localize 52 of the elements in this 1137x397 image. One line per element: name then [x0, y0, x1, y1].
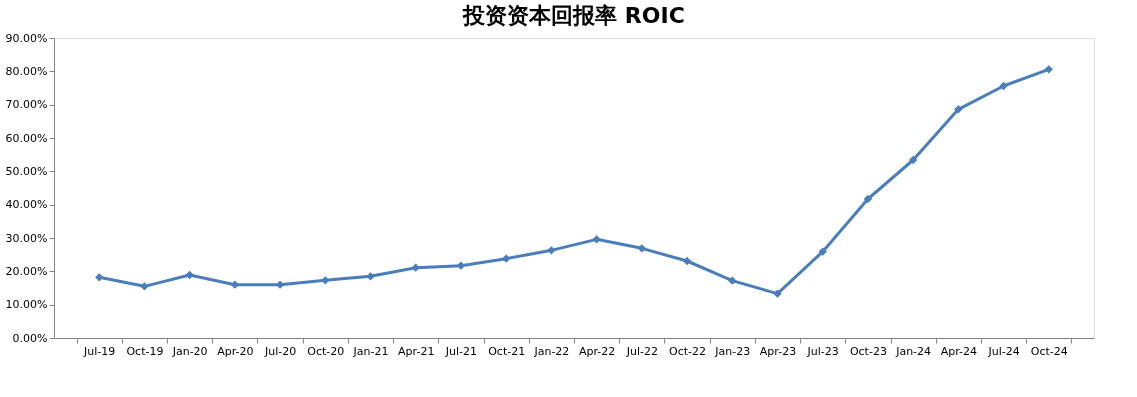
y-tick-label: 30.00% [5, 231, 48, 245]
x-tick-label: Apr-23 [759, 344, 797, 358]
point [637, 244, 647, 253]
y-tick-label: 60.00% [5, 131, 48, 145]
y-tick-label: 20.00% [5, 264, 48, 278]
x-tick-label: Jan-20 [171, 344, 208, 358]
x-tick-label: Oct-20 [307, 344, 345, 358]
point [908, 155, 918, 165]
x-tick-label: Jul-19 [83, 344, 116, 358]
point [682, 256, 692, 266]
x-tick-label: Jul-22 [625, 344, 658, 358]
x-tick-label: Jan-21 [352, 344, 389, 358]
x-tick-label: Jul-20 [263, 344, 297, 358]
point [547, 246, 556, 255]
point [728, 276, 737, 285]
x-tick-label: Apr-24 [940, 344, 977, 358]
point [140, 282, 149, 291]
point [185, 270, 194, 280]
x-tick-label: Oct-22 [669, 344, 707, 358]
y-tick-label: 10.00% [5, 298, 48, 312]
y-tick-label: 0.00% [12, 331, 48, 345]
point [592, 235, 601, 244]
point [818, 247, 827, 256]
x-tick-label: Jul-21 [444, 344, 478, 358]
y-tick-label: 70.00% [5, 98, 48, 112]
x-tick-label: Jan-22 [533, 344, 570, 358]
point [1044, 65, 1053, 74]
x-tick-label: Oct-21 [488, 344, 526, 358]
point [321, 276, 330, 285]
point [366, 272, 375, 281]
point [999, 81, 1008, 91]
x-tick-label: Apr-20 [217, 344, 254, 358]
x-tick-label: Oct-24 [1030, 344, 1068, 358]
x-tick-label: Jan-24 [895, 344, 932, 358]
point [863, 194, 873, 204]
x-tick-label: Jul-24 [987, 344, 1020, 358]
point [95, 273, 104, 282]
point [456, 261, 466, 270]
y-tick-label: 40.00% [5, 198, 48, 212]
point [954, 105, 963, 114]
chart-title: 投资资本回报率 ROIC [462, 3, 685, 28]
y-tick-label: 50.00% [5, 164, 48, 178]
x-tick-label: Apr-22 [578, 344, 616, 358]
point [411, 263, 420, 272]
x-tick-label: Jul-23 [806, 344, 839, 358]
point [773, 289, 782, 298]
y-tick-label: 90.00% [5, 31, 48, 45]
x-tick-label: Oct-19 [126, 344, 164, 358]
y-tick-label: 80.00% [5, 64, 48, 78]
x-tick-label: Oct-23 [849, 344, 887, 358]
x-tick-label: Jan-23 [714, 344, 751, 358]
x-tick-label: Apr-21 [398, 344, 435, 358]
